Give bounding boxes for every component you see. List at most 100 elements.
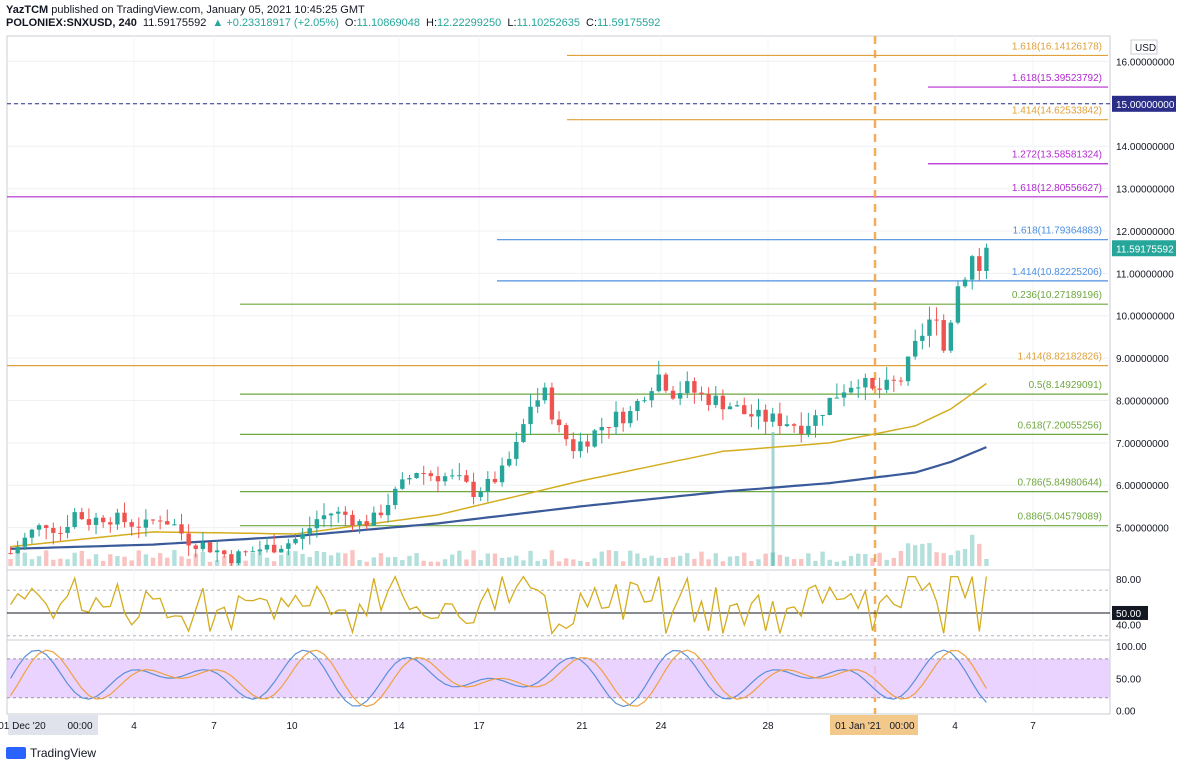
candle-body — [79, 512, 84, 520]
candle-body — [478, 491, 483, 498]
volume-bar — [371, 557, 377, 566]
stoch-axis-label: 0.00 — [1116, 707, 1136, 718]
price-axis-label: 11.00000000 — [1116, 269, 1174, 280]
candle-body — [471, 481, 476, 498]
volume-bar — [15, 551, 20, 566]
published-text: published on TradingView.com, January 05… — [48, 4, 365, 16]
volume-bar — [321, 552, 327, 566]
candle-body — [742, 405, 747, 415]
time-axis-label: 10 — [286, 721, 298, 732]
candle-body — [628, 411, 633, 424]
candle-body — [22, 537, 28, 547]
candle-body — [898, 380, 904, 382]
fib-level-label: 0.236(10.27189196) — [1012, 290, 1102, 301]
candle-body — [699, 392, 704, 395]
candle-body — [179, 524, 184, 534]
price-axis-label: 10.00000000 — [1116, 312, 1175, 323]
candle-body — [663, 374, 669, 391]
volume-bar — [692, 558, 697, 566]
close-label: C: — [586, 17, 597, 29]
volume-bar — [578, 560, 583, 566]
volume-bar — [556, 561, 562, 566]
volume-bar — [898, 550, 904, 566]
candle-body — [656, 374, 661, 392]
candle-body — [186, 533, 191, 546]
candle-body — [286, 543, 291, 549]
volume-bar — [941, 553, 946, 566]
volume-bar — [913, 545, 918, 566]
candle-body — [108, 522, 113, 525]
candle-body — [143, 519, 149, 528]
volume-bar — [727, 556, 733, 566]
volume-bar — [528, 550, 533, 566]
candle-body — [378, 512, 384, 516]
price-axis-label: 14.00000000 — [1116, 142, 1175, 153]
rsi-line — [10, 575, 988, 635]
volume-bar — [243, 560, 248, 566]
candle-body — [649, 391, 654, 401]
volume-bar — [663, 558, 669, 566]
volume-bar — [927, 543, 932, 566]
open-value: 11.10869048 — [356, 17, 420, 29]
volume-bar — [407, 555, 412, 566]
candle-body — [535, 400, 540, 407]
volume-bar — [279, 554, 284, 566]
volume-bar — [613, 551, 619, 566]
candle-body — [571, 439, 576, 452]
volume-bar — [207, 561, 213, 566]
volume-bar — [264, 557, 270, 566]
volume-bar — [200, 552, 206, 566]
candle-body — [485, 478, 491, 492]
publisher-name[interactable]: YazTCM — [6, 4, 49, 16]
candle-body — [706, 394, 711, 405]
candle-body — [36, 525, 42, 530]
volume-bar — [214, 560, 220, 566]
candle-body — [820, 415, 825, 417]
candle-body — [343, 511, 348, 515]
fib-level-label: 1.272(13.58581324) — [1012, 150, 1102, 161]
price-axis-label: 6.00000000 — [1116, 481, 1169, 492]
volume-bar — [820, 551, 825, 566]
low-label: L: — [507, 17, 517, 29]
candle-body — [43, 525, 49, 528]
volume-bar — [193, 553, 198, 566]
volume-bar — [485, 553, 491, 566]
volume-bar — [492, 553, 498, 566]
volume-bar — [549, 550, 555, 566]
fib-level-label: 1.618(15.39523792) — [1012, 73, 1102, 84]
candle-body — [856, 387, 861, 389]
footer-brand[interactable]: TradingView — [6, 746, 96, 760]
rsi-axis-label: 40.00 — [1116, 620, 1141, 631]
candle-body — [449, 475, 455, 477]
price-axis-label: 12.00000000 — [1116, 227, 1175, 238]
volume-bar — [122, 556, 127, 566]
candle-body — [920, 335, 925, 341]
publish-line: YazTCM published on TradingView.com, Jan… — [6, 4, 365, 16]
open-label: O: — [344, 17, 357, 29]
fib-level-label: 0.786(5.84980644) — [1017, 478, 1102, 489]
rsi-pane[interactable] — [6, 569, 1111, 641]
volume-bar — [442, 559, 448, 566]
volume-bar — [100, 560, 106, 566]
ma-fast-line — [10, 382, 987, 548]
level-tag: 15.00000000 — [1116, 100, 1175, 111]
volume-bar — [948, 555, 954, 566]
candle-body — [271, 544, 277, 553]
volume-bar — [435, 561, 441, 566]
price-axis-label: 8.00000000 — [1116, 396, 1169, 407]
candle-body — [236, 551, 241, 564]
main-pane[interactable] — [6, 35, 1111, 571]
volume-bar — [955, 550, 961, 566]
volume-bar — [585, 561, 590, 566]
volume-bar — [756, 559, 761, 566]
candle-body — [549, 387, 555, 420]
low-value: 11.10252635 — [516, 17, 580, 29]
candle-body — [777, 413, 783, 426]
fib-level-label: 1.414(8.82182826) — [1017, 352, 1102, 363]
candle-body — [863, 377, 868, 388]
candle-body — [428, 473, 434, 477]
candle-body — [457, 475, 462, 477]
volume-bar — [628, 550, 633, 566]
volume-bar — [150, 557, 156, 566]
